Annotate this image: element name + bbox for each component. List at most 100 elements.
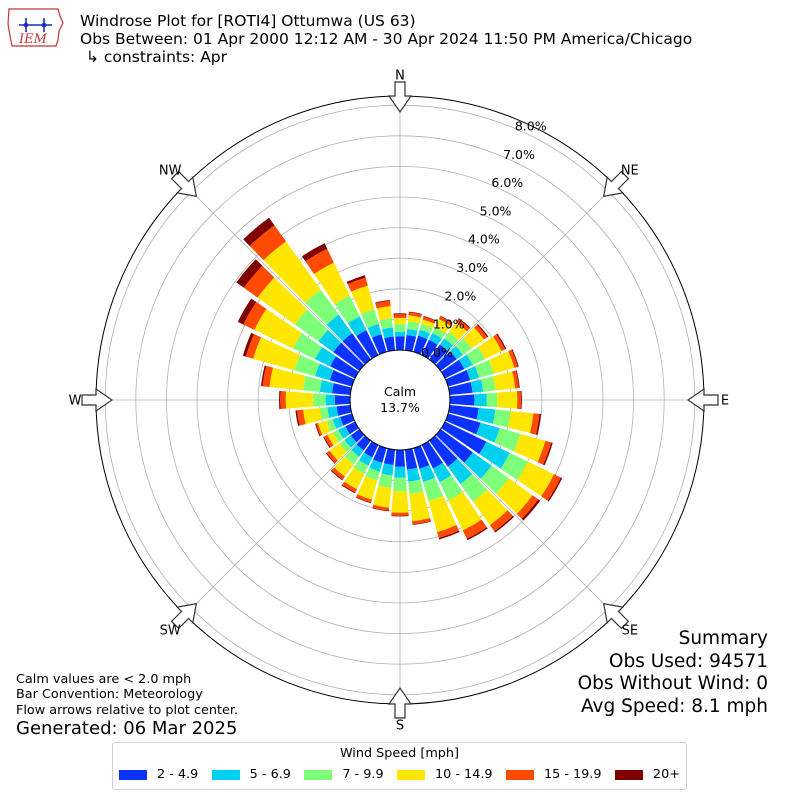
summary-title: Summary [678, 628, 768, 649]
bar-segment [496, 478, 533, 514]
bar-segment [373, 445, 387, 463]
grid-spoke [184, 184, 365, 365]
legend-swatch [304, 769, 333, 780]
flow-arrow-n-icon [387, 81, 413, 114]
bar-segment [429, 435, 458, 467]
legend-item: 15 - 19.9 [505, 767, 602, 782]
logo-text: IEM [18, 32, 48, 47]
radial-tick-label: 1.0% [433, 317, 465, 332]
bar-segment [279, 390, 281, 410]
radial-tick-label: 2.0% [445, 288, 477, 303]
bar-segment [479, 441, 510, 469]
bar-segment [445, 369, 471, 387]
bar-segment [508, 349, 518, 368]
bar-segment [371, 334, 387, 355]
bar-segment [243, 217, 275, 246]
legend-title: Wind Speed [mph] [339, 746, 460, 761]
bar-segment [516, 390, 521, 410]
bar-segment [319, 380, 334, 394]
bar-segment [257, 277, 308, 325]
bar-segment [393, 313, 407, 315]
bar-segment [489, 510, 513, 532]
bar-segment [391, 515, 409, 517]
bar-segment [423, 315, 436, 321]
bar-segment [455, 338, 472, 355]
bar-segment [448, 491, 482, 531]
bar-segment [438, 316, 453, 326]
calm-label: Calm [384, 384, 416, 399]
bar-segment [373, 485, 392, 508]
bar-segment [391, 491, 409, 513]
bar-segment [460, 474, 488, 502]
bar-segment [474, 359, 494, 378]
bar-segment [494, 515, 514, 533]
compass-label-nw: NW [159, 164, 182, 179]
bar-segment [358, 452, 373, 466]
bar-segment [406, 328, 418, 337]
bar-segment [334, 295, 360, 324]
bar-segment [365, 467, 380, 481]
bar-segment [408, 311, 422, 315]
bar-segment [332, 429, 344, 442]
legend-label: 15 - 19.9 [543, 767, 602, 782]
bar-segment [303, 408, 322, 425]
title-line-3: ↳ constraints: Apr [86, 48, 228, 66]
bar-segment [262, 365, 273, 387]
bar-segment [379, 318, 393, 330]
bar-segment [305, 248, 334, 275]
bar-segment [344, 467, 365, 490]
calm-circle [349, 349, 451, 451]
bar-segment [332, 416, 344, 429]
bar-segment [367, 323, 382, 338]
bar-segment [383, 448, 396, 465]
bar-segment [521, 499, 540, 521]
bar-segment [466, 527, 488, 541]
bar-segment [356, 435, 371, 451]
bar-segment [254, 308, 302, 349]
bar-segment [535, 413, 542, 436]
compass-label-e: E [721, 394, 729, 409]
bar-segment [474, 324, 488, 340]
radial-tick-label: 7.0% [503, 147, 535, 162]
bar-segment [394, 331, 406, 337]
bar-segment [494, 428, 521, 452]
bar-segment [303, 375, 322, 392]
radial-tick-label: 6.0% [491, 175, 523, 190]
notes-panel: Calm values are < 2.0 mph Bar Convention… [16, 672, 238, 718]
bar-segment [547, 477, 563, 502]
bar-segment [294, 354, 320, 377]
bar-segment [474, 393, 487, 407]
bar-segment [541, 474, 561, 501]
bar-segment [351, 444, 364, 457]
bar-segment [434, 319, 451, 334]
bar-segment [441, 359, 465, 379]
bar-segment [439, 475, 463, 501]
bar-segment [428, 332, 442, 345]
legend-swatch [119, 769, 147, 780]
bar-segment [480, 465, 509, 494]
bar-segment [333, 342, 365, 371]
bar-segment [301, 243, 328, 262]
bar-segment [516, 495, 539, 519]
bar-segment [515, 370, 520, 389]
bar-segment [419, 323, 433, 334]
bar-segment [409, 491, 431, 522]
bar-segment [381, 463, 394, 476]
legend-items: 2 - 4.9 5 - 6.9 7 - 9.9 10 - 14.9 15 - 19.9 2… [113, 761, 686, 782]
legend-swatch [614, 769, 643, 780]
bar-segment [361, 309, 379, 328]
flow-arrow-ne-icon [602, 170, 630, 198]
bar-segment [329, 369, 355, 387]
bar-segment [520, 390, 522, 410]
bar-segment [342, 333, 371, 365]
bar-segment [375, 300, 391, 309]
bar-segment [391, 512, 409, 516]
bar-segment [412, 521, 432, 525]
bar-segment [344, 435, 357, 448]
bar-segment [325, 394, 335, 406]
compass-label-sw: SW [160, 623, 181, 638]
bar-segment [472, 489, 508, 526]
bar-segment [315, 423, 321, 437]
bar-segment [435, 351, 457, 371]
bar-segment [438, 530, 460, 540]
